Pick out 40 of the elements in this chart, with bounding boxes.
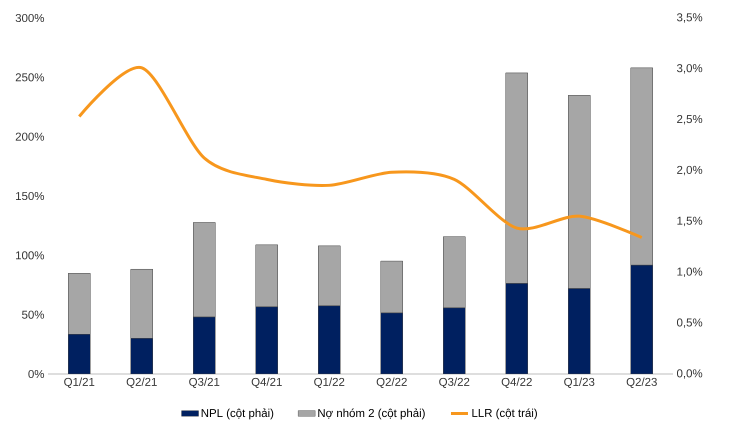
y-tick-label: 150% — [16, 192, 44, 200]
y-tick-label: 100% — [16, 251, 44, 260]
x-tick-label: Q1/21 — [64, 378, 94, 388]
y-tick-label: 250% — [16, 73, 44, 82]
x-tick-label: Q3/22 — [439, 378, 470, 388]
y-tick-label: 50% — [22, 310, 44, 319]
legend-label: Nợ nhóm 2 (cột phải) — [318, 408, 425, 420]
bar — [256, 306, 278, 374]
bar — [130, 268, 154, 339]
x-tick-label: Q2/23 — [626, 378, 657, 388]
x-tick-label: Q2/21 — [126, 378, 157, 388]
bar — [130, 338, 154, 374]
bar — [193, 316, 216, 374]
x-tick-label: Q2/22 — [376, 378, 407, 388]
bar — [443, 308, 466, 374]
line-series — [78, 66, 644, 240]
x-tick-label: Q1/22 — [314, 378, 344, 388]
y2-tick-label: 2,5% — [677, 114, 702, 124]
y2-tick-label: 3,0% — [676, 64, 702, 74]
y-tick-label: 300% — [16, 14, 44, 22]
bar — [380, 312, 404, 374]
x-tick-label: Q4/21 — [252, 378, 282, 388]
y2-tick-label: 3,5% — [676, 13, 702, 23]
legend-label: NPL (cột phải) — [202, 408, 274, 420]
bar — [568, 288, 591, 374]
y2-tick-label: 0,0% — [676, 369, 702, 379]
bar — [506, 283, 528, 374]
bar — [630, 264, 654, 374]
x-tick-label: Q1/23 — [564, 378, 594, 388]
y2-tick-label: 1,0% — [677, 268, 702, 278]
y2-tick-label: 1,5% — [677, 216, 702, 226]
legend-label: LLR (cột trái) — [472, 408, 537, 420]
bar — [318, 306, 341, 374]
y-tick-label: 200% — [16, 132, 44, 141]
x-tick-label: Q4/22 — [502, 378, 532, 388]
y2-tick-label: 2,0% — [677, 166, 702, 176]
x-tick-label: Q3/21 — [189, 378, 220, 388]
bar — [68, 334, 90, 374]
y2-tick-label: 0,5% — [676, 318, 702, 328]
y-tick-label: 0% — [28, 370, 44, 378]
